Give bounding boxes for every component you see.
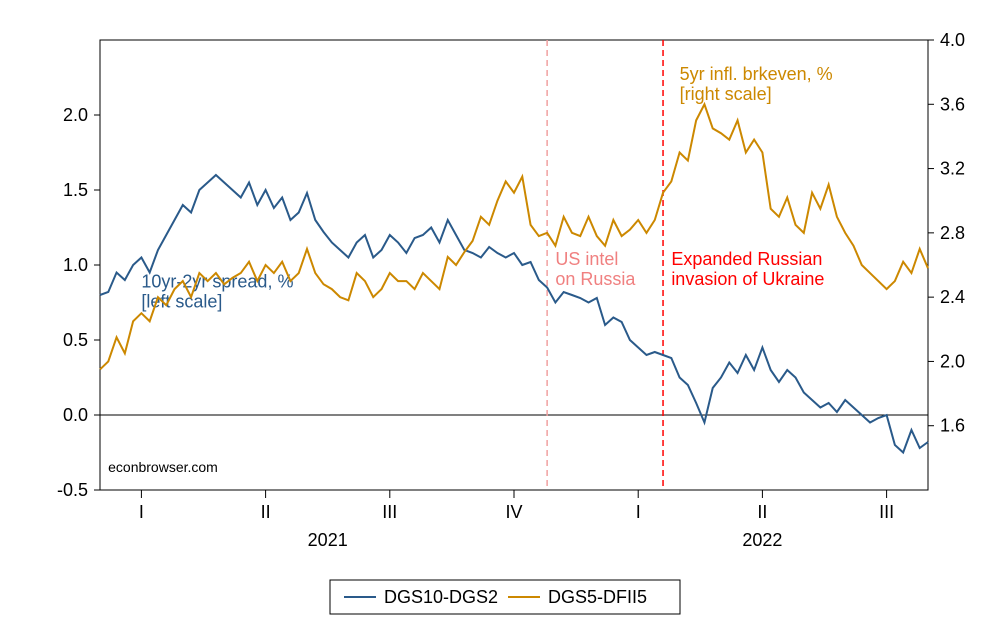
x-axis-quarter-label: II: [757, 502, 767, 522]
left-axis-label: 2.0: [63, 105, 88, 125]
left-axis-label: -0.5: [57, 480, 88, 500]
watermark-text: econbrowser.com: [108, 459, 218, 475]
right-axis-label: 3.2: [940, 159, 965, 179]
left-axis-label: 0.0: [63, 405, 88, 425]
right-axis-label: 4.0: [940, 30, 965, 50]
right-axis-label: 2.8: [940, 223, 965, 243]
chart-container: -0.5 0.0 0.5 1.0 1.5 2.0 1.6 2.0 2.4 2.8 3.2 3.6 4.0…: [0, 0, 1008, 633]
left-axis-label: 0.5: [63, 330, 88, 350]
x-axis-quarter-label: III: [382, 502, 397, 522]
x-axis-quarter-label: IV: [505, 502, 522, 522]
x-axis-quarter-label: I: [636, 502, 641, 522]
right-axis-label: 2.0: [940, 351, 965, 371]
right-axis-label: 2.4: [940, 287, 965, 307]
right-axis-label: 3.6: [940, 94, 965, 114]
line-chart-svg: -0.5 0.0 0.5 1.0 1.5 2.0 1.6 2.0 2.4 2.8 3.2 3.6 4.0…: [0, 0, 1008, 633]
event-label: Expanded Russianinvasion of Ukraine: [671, 249, 824, 289]
x-axis-year-label: 2021: [308, 530, 348, 550]
right-axis-label: 1.6: [940, 416, 965, 436]
x-axis-year-label: 2022: [742, 530, 782, 550]
x-axis-quarter-label: II: [261, 502, 271, 522]
left-axis-label: 1.5: [63, 180, 88, 200]
legend-label: DGS10-DGS2: [384, 587, 498, 607]
left-axis-label: 1.0: [63, 255, 88, 275]
x-axis-quarter-label: I: [139, 502, 144, 522]
legend-label: DGS5-DFII5: [548, 587, 647, 607]
x-axis-quarter-label: III: [879, 502, 894, 522]
